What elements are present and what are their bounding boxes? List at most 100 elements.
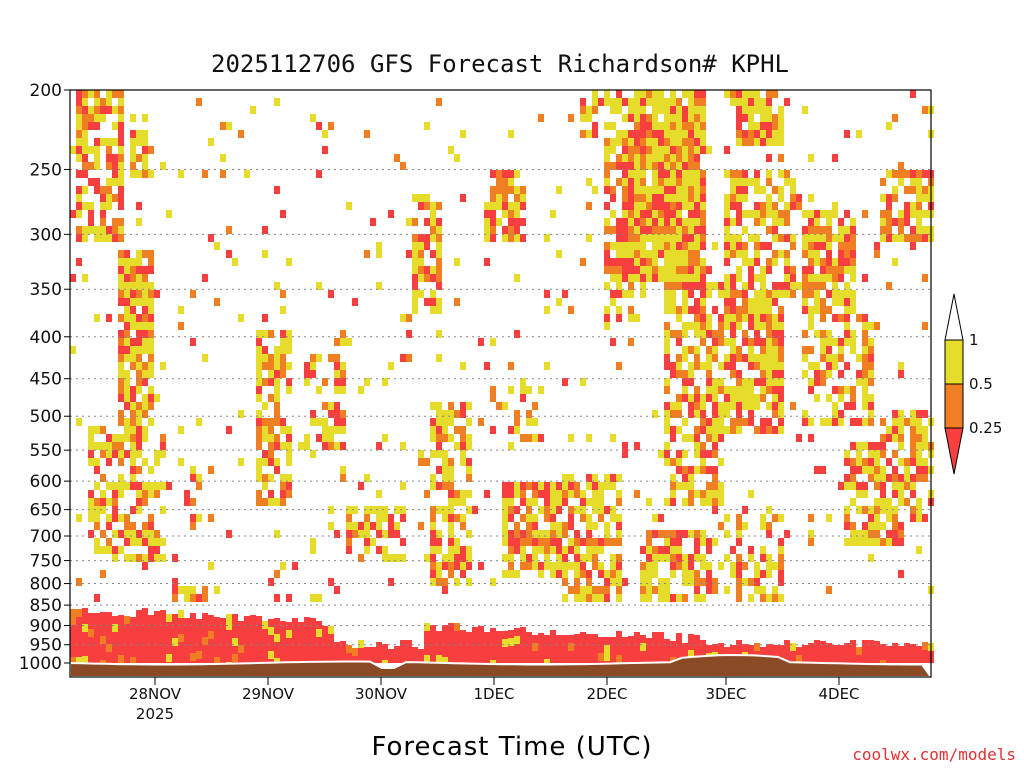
ri-cell [178,610,184,618]
ri-cell [658,130,664,138]
ri-cell [676,266,682,274]
ri-cell [310,538,316,546]
ri-cell [316,637,322,645]
ri-cell [694,106,700,114]
ri-cell [244,616,250,624]
ri-cell [610,562,616,570]
ri-cell [652,178,658,186]
ri-cell [850,640,856,648]
ri-cell [94,234,100,242]
ri-cell [706,314,712,322]
ri-cell [664,98,670,106]
ri-cell [826,290,832,298]
ri-cell [646,98,652,106]
ri-cell [514,530,520,538]
ri-cell [184,618,190,626]
ri-cell [136,250,142,258]
ri-cell [676,458,682,466]
ri-cell [628,114,634,122]
ri-cell [862,322,868,330]
ri-cell [694,635,700,643]
ri-cell [142,458,148,466]
ri-cell [682,594,688,602]
ri-cell [124,640,130,648]
ri-cell [202,629,208,637]
ri-cell [748,322,754,330]
ri-cell [664,290,670,298]
ri-cell [874,242,880,250]
ri-cell [892,418,898,426]
ri-cell [376,250,382,258]
ri-cell [844,338,850,346]
ri-cell [436,330,442,338]
ri-cell [232,630,238,638]
ri-cell [256,466,262,474]
ri-cell [256,434,262,442]
ri-cell [832,282,838,290]
ri-cell [466,458,472,466]
ri-cell [802,242,808,250]
ri-cell [838,298,844,306]
ri-cell [742,354,748,362]
ri-cell [634,632,640,640]
ri-cell [682,298,688,306]
ri-cell [592,634,598,642]
ri-cell [82,186,88,194]
ri-cell [700,146,706,154]
ri-cell [280,490,286,498]
ri-cell [640,122,646,130]
ri-cell [688,266,694,274]
ri-cell [856,647,862,655]
ri-cell [622,290,628,298]
ri-cell [616,234,622,242]
ri-cell [148,314,154,322]
ri-cell [586,234,592,242]
ri-cell [112,442,118,450]
ri-cell [832,266,838,274]
ri-cell [400,648,406,656]
ri-cell [682,306,688,314]
ri-cell [700,554,706,562]
y-tick-label: 700 [30,527,62,547]
ri-cell [730,242,736,250]
ri-cell [832,418,838,426]
ri-cell [844,458,850,466]
ri-cell [460,638,466,646]
ri-cell [592,586,598,594]
ri-cell [262,474,268,482]
ri-cell [682,474,688,482]
ri-cell [586,538,592,546]
ri-cell [598,490,604,498]
ri-cell [244,170,250,178]
ri-cell [550,662,556,663]
ri-cell [694,274,700,282]
ri-cell [280,482,286,490]
ri-cell [436,426,442,434]
ri-cell [490,218,496,226]
ri-cell [328,634,334,642]
ri-cell [502,170,508,178]
ri-cell [448,546,454,554]
ri-cell [280,290,286,298]
ri-cell [778,514,784,522]
ri-cell [886,434,892,442]
ri-cell [448,458,454,466]
ri-cell [682,266,688,274]
ri-cell [70,641,76,649]
ri-cell [346,202,352,210]
ri-cell [118,418,124,426]
ri-cell [634,138,640,146]
ri-cell [826,330,832,338]
ri-cell [526,418,532,426]
ri-cell [502,482,508,490]
ri-cell [898,458,904,466]
ri-cell [868,322,874,330]
ri-cell [838,258,844,266]
legend-label: 0.25 [969,419,1002,437]
ri-cell [688,162,694,170]
ri-cell [460,562,466,570]
ri-cell [514,186,520,194]
ri-cell [142,498,148,506]
ri-cell [490,234,496,242]
ri-cell [838,266,844,274]
